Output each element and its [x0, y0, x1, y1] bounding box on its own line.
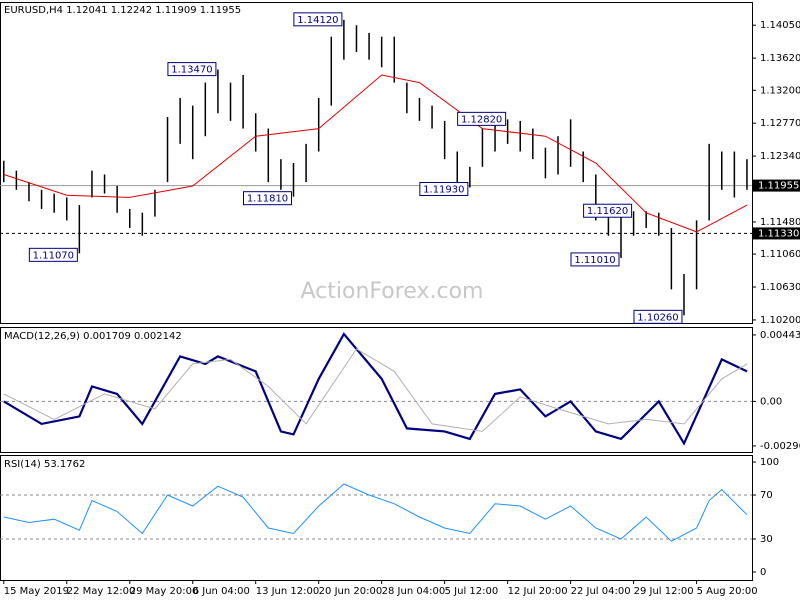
y-tick-label: 1.11480: [760, 217, 800, 228]
x-tick-label: 13 Jun 12:00: [256, 586, 320, 597]
price-panel: [0, 2, 753, 324]
y-tick-label: 1.12340: [760, 151, 800, 162]
annotation-label: 1.12820: [461, 114, 502, 125]
x-tick-label: 5 Jul 12:00: [445, 586, 499, 597]
x-tick-label: 12 Jul 20:00: [508, 586, 568, 597]
annotation-box: [583, 203, 633, 218]
price-label: 1.11955: [758, 181, 799, 192]
annotation-box: [293, 12, 343, 27]
x-tick-label: 29 Jul 12:00: [634, 586, 694, 597]
y-tick-label: 1.13620: [760, 53, 800, 64]
annotation-box: [419, 181, 469, 196]
x-tick-label: 15 May 2019: [4, 586, 69, 597]
series-line: [3, 74, 748, 233]
y-tick-label: 0.004434: [760, 330, 800, 341]
x-tick-label: 29 May 20:00: [130, 586, 199, 597]
y-tick-label: 1.13200: [760, 85, 800, 96]
x-tick-label: 6 Jun 04:00: [193, 586, 250, 597]
annotation-label: 1.14120: [297, 15, 338, 26]
rsi-header: RSI(14) 53.1762: [4, 459, 85, 470]
annotation-label: 1.11070: [33, 250, 74, 261]
y-tick-label: -0.002969: [760, 441, 800, 452]
macd-header: MACD(12,26,9) 0.001709 0.002142: [4, 331, 182, 342]
annotation-box: [570, 252, 620, 267]
series-line: [3, 483, 748, 542]
annotation-label: 1.10260: [637, 312, 678, 323]
watermark: ActionForex.com: [301, 279, 484, 304]
price-label: 1.11330: [758, 228, 799, 239]
y-tick-label: 1.10200: [760, 315, 800, 326]
x-tick-label: 22 Jul 04:00: [571, 586, 631, 597]
y-tick-label: 1.14050: [760, 20, 800, 31]
y-tick-label: 100: [760, 457, 779, 468]
y-tick-label: 1.11060: [760, 249, 800, 260]
macd-panel: [0, 327, 753, 453]
y-tick-label: 0: [760, 567, 766, 578]
annotation-box: [242, 191, 292, 206]
rsi-panel: [0, 455, 753, 581]
price-header: EURUSD,H4 1.12041 1.12242 1.11909 1.1195…: [4, 5, 241, 16]
y-tick-label: 0.00: [760, 396, 782, 407]
annotation-box: [28, 247, 78, 262]
annotation-label: 1.11010: [574, 255, 615, 266]
annotation-box: [457, 111, 507, 126]
series-line: [3, 332, 748, 446]
annotation-box: [167, 62, 217, 77]
y-tick-label: 70: [760, 490, 773, 501]
y-tick-label: 30: [760, 534, 773, 545]
annotation-label: 1.13470: [171, 65, 212, 76]
x-tick-label: 28 Jun 04:00: [382, 586, 446, 597]
x-tick-label: 22 May 12:00: [67, 586, 136, 597]
annotation-label: 1.11930: [423, 184, 464, 195]
annotation-label: 1.11810: [247, 194, 288, 205]
x-tick-label: 20 Jun 20:00: [319, 586, 383, 597]
series-line: [3, 348, 748, 432]
annotation-label: 1.11620: [587, 206, 628, 217]
y-tick-label: 1.12770: [760, 118, 800, 129]
price-label-box: [753, 227, 800, 240]
x-tick-label: 5 Aug 20:00: [697, 586, 758, 597]
annotation-box: [633, 309, 683, 324]
y-tick-label: 1.10630: [760, 282, 800, 293]
price-label-box: [753, 179, 800, 192]
